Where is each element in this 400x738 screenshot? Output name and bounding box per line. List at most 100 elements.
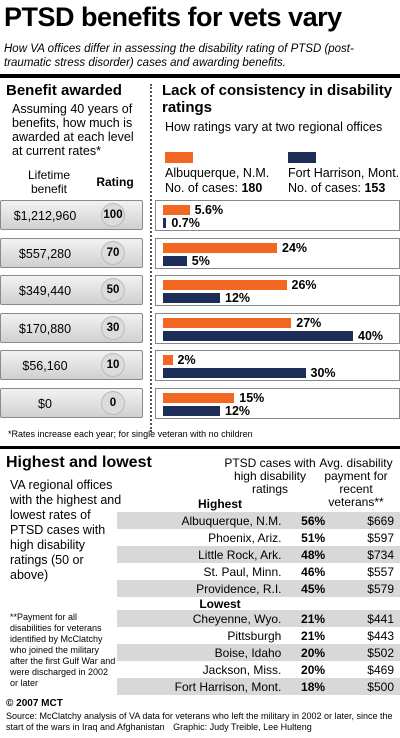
bar-fort-harrison — [163, 331, 353, 341]
highest-lowest-description: VA regional offices with the highest and… — [10, 478, 122, 582]
legend-label-albuquerque: Albuquerque, N.M. — [165, 166, 270, 180]
cases-label: No. of cases: — [165, 181, 238, 195]
bar-fort-harrison — [163, 406, 220, 416]
source-note: Source: McClatchy analysis of VA data fo… — [6, 711, 396, 733]
city-name: St. Paul, Minn. — [203, 564, 282, 579]
table-row: Providence, R.I. 45% $579 — [117, 580, 400, 597]
bar-albuquerque — [163, 280, 287, 290]
benefit-heading: Benefit awarded — [6, 82, 122, 99]
lifetime-benefit-value: $349,440 — [18, 284, 72, 298]
bar-albuquerque — [163, 318, 292, 328]
payment-value: $443 — [367, 628, 394, 643]
payment-value: $597 — [367, 530, 394, 545]
city-name: Cheyenne, Wyo. — [117, 610, 288, 627]
section-rule — [0, 446, 400, 449]
ptsd-percent: 20% — [287, 644, 332, 661]
lifetime-benefit-header: Lifetime benefit — [27, 168, 71, 196]
bar-value-label: 12% — [225, 291, 251, 305]
bar-value-label: 27% — [296, 316, 322, 330]
city-name: Pittsburgh — [227, 628, 282, 643]
bar-albuquerque — [163, 205, 190, 215]
ptsd-percent: 20% — [301, 662, 326, 677]
bar-fort-harrison — [163, 256, 187, 266]
table-row: Boise, Idaho 20% $502 — [117, 644, 400, 661]
lifetime-benefit-value: $1,212,960 — [13, 209, 77, 223]
payment-value: $557 — [367, 564, 394, 579]
bar-fort-harrison — [163, 368, 306, 378]
bar-value-label: 0.7% — [171, 216, 200, 230]
legend-cases-fort-harrison: No. of cases: 153 — [288, 181, 385, 195]
benefit-row: $1,212,960 100 — [0, 200, 143, 230]
legend-label-fort-harrison: Fort Harrison, Mont. — [288, 166, 400, 180]
bar-value-label: 30% — [310, 366, 336, 380]
benefit-row: $349,440 50 — [0, 275, 143, 305]
bar-value-label: 15% — [239, 391, 265, 405]
payment-value: $669 — [331, 512, 400, 529]
copyright: © 2007 MCT — [6, 698, 63, 709]
ptsd-percent: 48% — [287, 546, 332, 563]
bar-albuquerque — [163, 243, 277, 253]
city-name: Boise, Idaho — [117, 644, 288, 661]
divider — [150, 84, 152, 432]
payment-value: $502 — [331, 644, 400, 661]
ptsd-percent: 21% — [287, 610, 332, 627]
payment-note: **Payment for all disabilities for veter… — [10, 612, 116, 688]
highest-table: Albuquerque, N.M. 56% $669 Phoenix, Ariz. 51… — [117, 512, 400, 597]
city-name: Little Rock, Ark. — [117, 546, 288, 563]
highest-label: Highest — [197, 497, 242, 511]
cases-count: 153 — [364, 181, 386, 195]
page-title: PTSD benefits for vets vary — [4, 2, 342, 32]
rating-value: 30 — [101, 316, 125, 340]
city-name: Albuquerque, N.M. — [117, 512, 288, 529]
bar-albuquerque — [163, 393, 235, 403]
lifetime-benefit-value: $170,880 — [18, 322, 72, 336]
table-row: St. Paul, Minn. 46% $557 — [117, 563, 400, 580]
lifetime-benefit-value: $557,280 — [18, 247, 72, 261]
top-rule — [0, 74, 400, 78]
city-name: Fort Harrison, Mont. — [117, 678, 288, 695]
benefit-row: $56,160 10 — [0, 350, 143, 380]
lifetime-benefit-value: $56,160 — [22, 359, 68, 373]
bar-value-label: 5.6% — [194, 203, 224, 217]
table-row: Phoenix, Ariz. 51% $597 — [117, 529, 400, 546]
legend-swatch-albuquerque — [165, 152, 193, 163]
ptsd-percent: 46% — [301, 564, 326, 579]
ptsd-percent: 18% — [287, 678, 332, 695]
bar-value-label: 2% — [177, 353, 196, 367]
table-row: Pittsburgh 21% $443 — [117, 627, 400, 644]
rating-value: 0 — [101, 391, 125, 415]
bar-fort-harrison — [163, 293, 220, 303]
consistency-description: How ratings vary at two regional offices — [165, 120, 383, 134]
payment-value: $500 — [331, 678, 400, 695]
source-text: Source: McClatchy analysis of VA data fo… — [6, 711, 393, 732]
table-row: Cheyenne, Wyo. 21% $441 — [117, 610, 400, 627]
table-row: Little Rock, Ark. 48% $734 — [117, 546, 400, 563]
table-row: Jackson, Miss. 20% $469 — [117, 661, 400, 678]
subtitle: How VA offices differ in assessing the d… — [4, 43, 354, 69]
bar-value-label: 5% — [191, 254, 210, 268]
legend-cases-albuquerque: No. of cases: 180 — [165, 181, 262, 195]
city-name: Jackson, Miss. — [202, 662, 282, 677]
ptsd-percent: 51% — [301, 530, 326, 545]
city-name: Providence, R.I. — [117, 580, 288, 597]
bar-value-label: 24% — [282, 241, 308, 255]
bar-value-label: 12% — [225, 404, 251, 418]
ptsd-column-header: PTSD cases with high disability ratings — [224, 456, 316, 496]
table-row: Fort Harrison, Mont. 18% $500 — [117, 678, 400, 695]
payment-value: $441 — [331, 610, 400, 627]
ptsd-percent: 45% — [287, 580, 332, 597]
highest-lowest-heading: Highest and lowest — [6, 454, 152, 471]
bar-fort-harrison — [163, 218, 167, 228]
payment-column-header: Avg. disability payment for recent veter… — [319, 456, 393, 509]
rates-note: *Rates increase each year; for single ve… — [8, 429, 253, 439]
rating-value: 70 — [101, 241, 125, 265]
rating-header: Rating — [96, 175, 134, 189]
benefit-row: $0 0 — [0, 388, 143, 418]
payment-value: $734 — [331, 546, 400, 563]
consistency-heading: Lack of consistency in disability rating… — [162, 82, 393, 116]
legend-swatch-fort-harrison — [288, 152, 316, 163]
lifetime-benefit-value: $0 — [38, 397, 52, 411]
rating-value: 10 — [101, 353, 125, 377]
payment-value: $469 — [367, 662, 394, 677]
rating-value: 50 — [101, 278, 125, 302]
